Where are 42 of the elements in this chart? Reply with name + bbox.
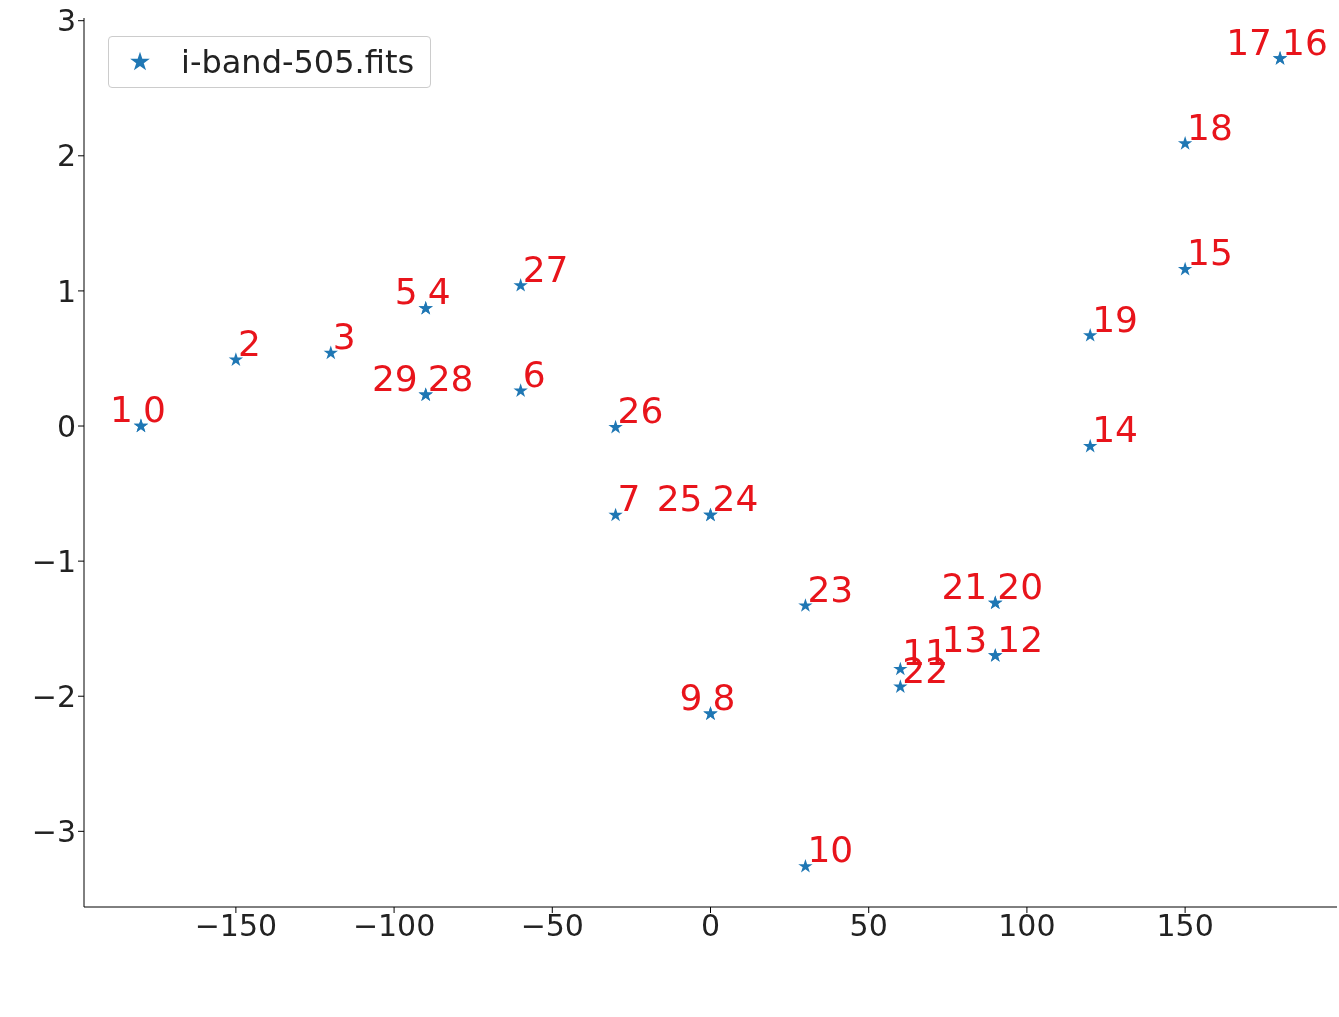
annotation: 14 [1092, 409, 1139, 451]
y-tick-label: −3 [31, 813, 76, 849]
y-tick-label: −2 [31, 678, 76, 714]
annotation: 1 [110, 389, 133, 431]
x-tick-label: 50 [849, 908, 888, 944]
annotation: 9 [679, 676, 703, 718]
annotation: 23 [807, 568, 854, 610]
annotation: 25 [656, 478, 703, 520]
annotation: 3 [332, 316, 356, 358]
y-tick-label: −1 [31, 543, 76, 579]
x-tick-label: 150 [1156, 908, 1214, 944]
annotation: 18 [1187, 106, 1233, 148]
y-tick-label: 0 [56, 408, 76, 444]
annotation: 10 [807, 829, 854, 871]
x-tick-label: 100 [998, 908, 1056, 944]
annotation: 27 [522, 248, 569, 290]
y-tick-label: 2 [56, 138, 76, 174]
annotation: 8 [712, 676, 736, 718]
annotation: 24 [712, 478, 759, 520]
x-tick-label: −100 [352, 908, 436, 944]
annotation: 19 [1092, 298, 1139, 340]
x-tick-label: −50 [520, 908, 584, 944]
annotation: 29 [371, 357, 418, 399]
annotation: 0 [142, 389, 166, 431]
annotation: 21 [941, 566, 988, 608]
annotation: 15 [1187, 232, 1233, 274]
x-tick-label: 0 [700, 908, 721, 944]
annotation: 28 [427, 357, 474, 399]
y-tick-label: 1 [56, 273, 76, 309]
annotation: 5 [394, 271, 418, 313]
annotation: 12 [997, 618, 1044, 660]
legend-label: i-band-505.fits [181, 43, 415, 81]
x-tick-label: −150 [194, 908, 278, 944]
annotation: 6 [522, 353, 546, 395]
annotation: 26 [617, 390, 664, 432]
y-tick-label: 3 [56, 3, 76, 39]
annotation: 17 [1226, 21, 1273, 63]
annotation: 20 [997, 566, 1044, 608]
annotation: 2 [237, 322, 261, 364]
annotation: 4 [427, 271, 451, 313]
annotation: 7 [617, 478, 641, 520]
annotation: 16 [1282, 21, 1328, 63]
